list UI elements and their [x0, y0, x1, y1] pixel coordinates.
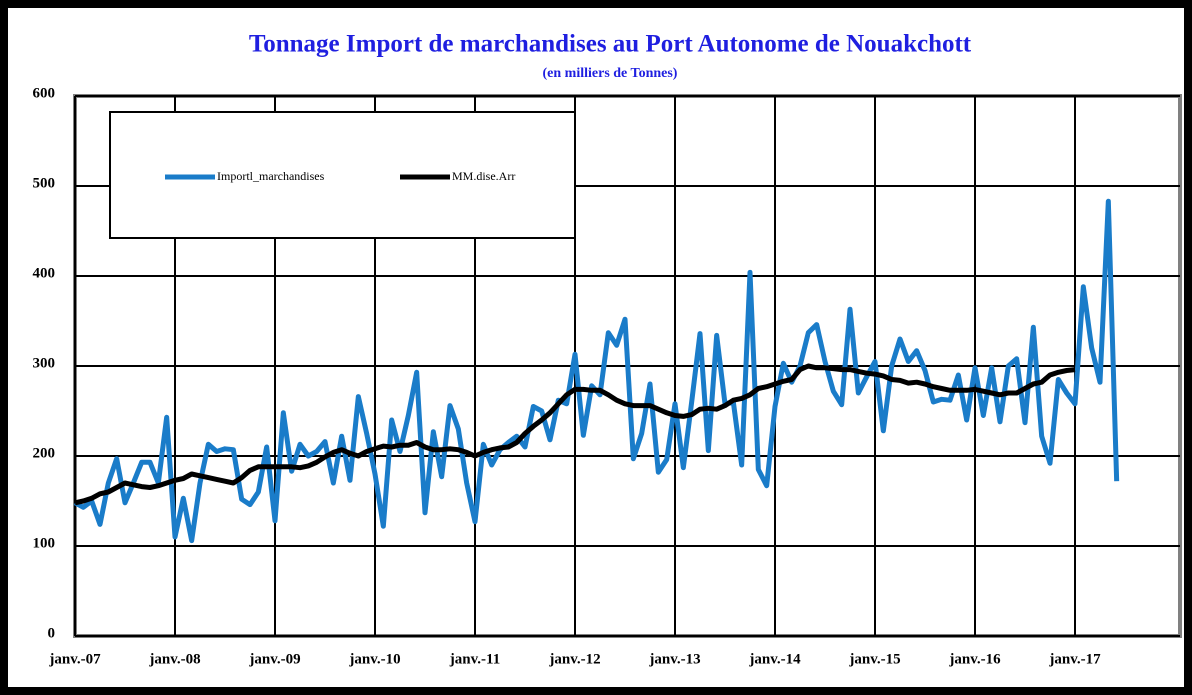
chart-subtitle: (en milliers de Tonnes)	[543, 66, 678, 81]
legend-label: MM.dise.Arr	[452, 169, 515, 183]
x-tick-label: janv.-07	[48, 651, 101, 667]
y-tick-label: 100	[33, 535, 56, 551]
y-tick-label: 300	[33, 355, 56, 371]
legend-label: Importl_marchandises	[217, 169, 325, 183]
chart-title: Tonnage Import de marchandises au Port A…	[249, 31, 972, 58]
y-tick-label: 0	[48, 625, 56, 641]
x-tick-label: janv.-09	[248, 651, 300, 667]
y-tick-label: 500	[33, 175, 56, 191]
x-tick-label: janv.-13	[648, 651, 700, 667]
x-tick-label: janv.-12	[548, 651, 600, 667]
y-tick-label: 600	[33, 85, 56, 101]
x-tick-label: janv.-16	[948, 651, 1001, 667]
x-tick-label: janv.-08	[148, 651, 200, 667]
y-tick-label: 200	[33, 445, 56, 461]
x-tick-label: janv.-11	[449, 651, 500, 667]
x-tick-label: janv.-10	[348, 651, 400, 667]
y-tick-label: 400	[33, 265, 56, 281]
x-tick-label: janv.-15	[848, 651, 900, 667]
x-tick-label: janv.-14	[748, 651, 801, 667]
x-tick-label: janv.-17	[1048, 651, 1101, 667]
line-series	[74, 363, 1076, 506]
